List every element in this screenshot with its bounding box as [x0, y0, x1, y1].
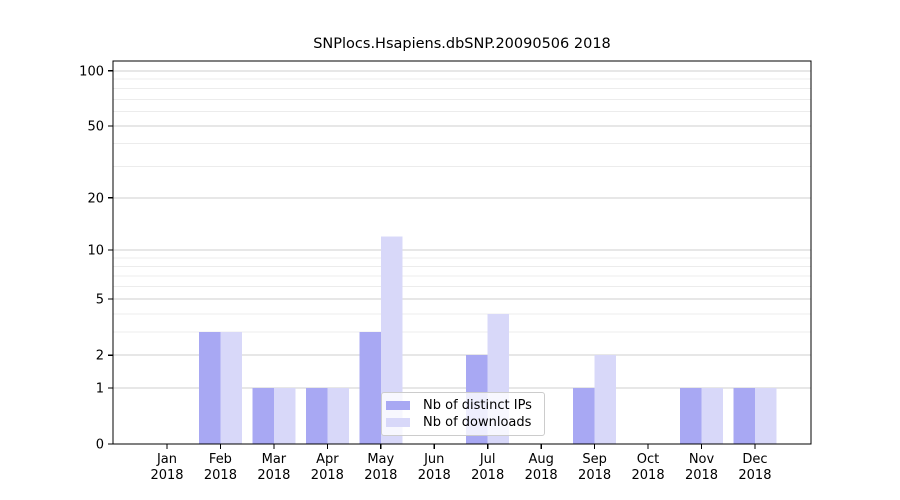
bar-nb-of-downloads-nov — [701, 387, 723, 444]
x-tick-label: Jul 2018 — [471, 452, 504, 483]
x-tick-label: Aug 2018 — [525, 452, 558, 483]
legend-entry-downloads: Nb of downloads — [386, 415, 539, 430]
bar-nb-of-distinct-ips-dec — [733, 387, 755, 444]
plot-border — [112, 60, 812, 445]
y-tick-label: 100 — [79, 64, 104, 79]
x-tick-label: Jun 2018 — [418, 452, 451, 483]
legend-label-distinct-ips: Nb of distinct IPs — [423, 397, 532, 413]
y-tick-label: 5 — [96, 293, 104, 308]
y-tick-label: 50 — [87, 120, 104, 135]
bar-nb-of-distinct-ips-mar — [252, 387, 274, 444]
x-tick-label: Apr 2018 — [311, 452, 344, 483]
x-tick-label: Oct 2018 — [632, 452, 665, 483]
y-tick-label: 2 — [96, 349, 104, 364]
legend-swatch-downloads — [386, 418, 410, 428]
bar-nb-of-downloads-feb — [220, 331, 242, 444]
chart-title: SNPlocs.Hsapiens.dbSNP.20090506 2018 — [313, 36, 611, 52]
y-tick-label: 20 — [87, 191, 104, 206]
legend-label-downloads: Nb of downloads — [423, 415, 532, 431]
bar-nb-of-distinct-ips-nov — [680, 387, 702, 444]
bar-nb-of-downloads-apr — [327, 387, 349, 444]
bar-nb-of-distinct-ips-apr — [305, 387, 328, 444]
bar-nb-of-downloads-mar — [273, 387, 296, 444]
bar-nb-of-distinct-ips-may — [359, 331, 381, 444]
y-tick-label: 0 — [96, 438, 104, 453]
x-tick-label: May 2018 — [364, 452, 397, 483]
y-tick-label: 10 — [87, 244, 104, 259]
bar-nb-of-distinct-ips-sep — [573, 387, 595, 444]
x-tick-label: Jan 2018 — [150, 452, 183, 483]
bar-nb-of-downloads-dec — [754, 387, 777, 444]
x-tick-label: Feb 2018 — [204, 452, 237, 483]
x-tick-label: Nov 2018 — [685, 452, 718, 483]
legend-entry-distinct-ips: Nb of distinct IPs — [386, 398, 539, 413]
bar-nb-of-downloads-sep — [594, 355, 617, 444]
x-tick-label: Mar 2018 — [257, 452, 290, 483]
legend: Nb of distinct IPs Nb of downloads — [381, 392, 545, 436]
y-tick-label: 1 — [96, 381, 104, 396]
x-tick-label: Sep 2018 — [578, 452, 611, 483]
bar-nb-of-distinct-ips-feb — [198, 331, 221, 444]
legend-swatch-distinct-ips — [386, 400, 410, 410]
x-tick-label: Dec 2018 — [738, 452, 771, 483]
